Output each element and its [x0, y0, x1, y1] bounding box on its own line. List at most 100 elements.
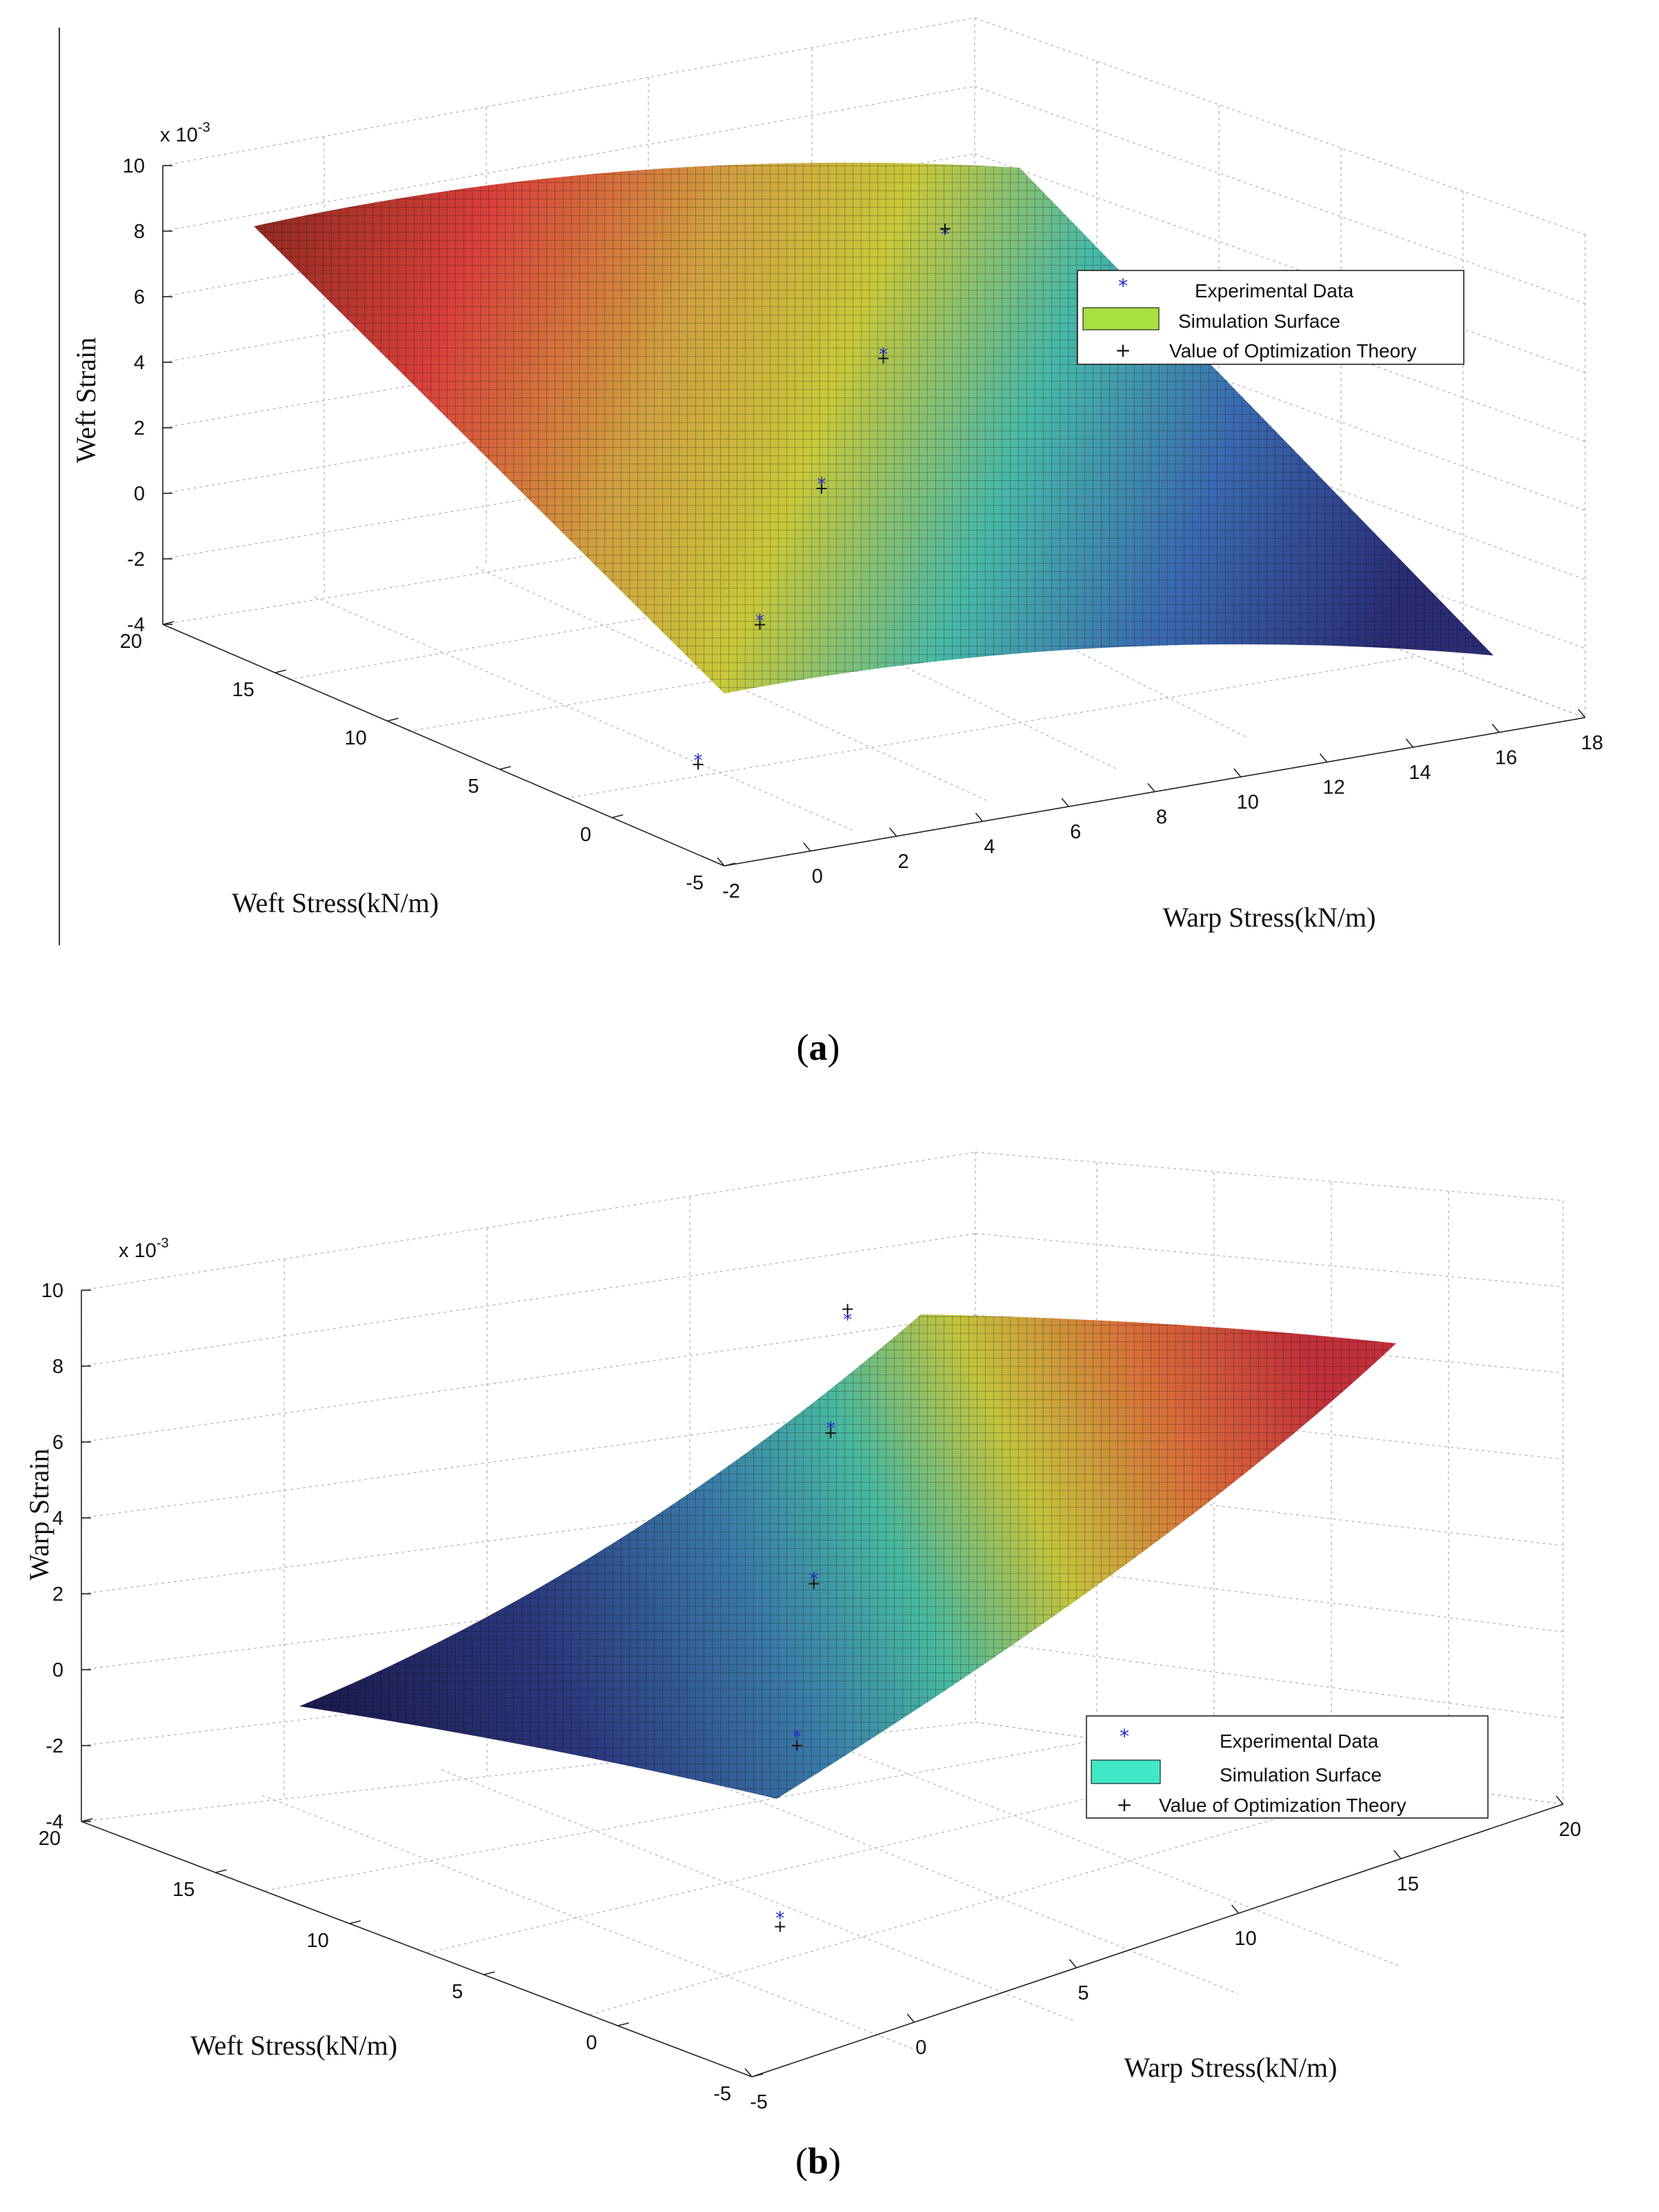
y-tick-mark — [499, 766, 511, 770]
z-scale-label-b: x 10-3 — [119, 1236, 169, 1262]
optimization-point: + — [841, 1299, 855, 1319]
y-axis-b — [81, 1821, 753, 2077]
grid-line — [81, 1314, 976, 1443]
z-tick-label: 4 — [52, 1508, 63, 1530]
x-tick-mark — [1069, 1959, 1077, 1968]
experimental-point: * — [694, 751, 703, 771]
optimization-point: + — [773, 1917, 787, 1936]
y-tick-mark — [387, 718, 399, 722]
y-tick-label: -5 — [686, 872, 704, 894]
experimental-point: * — [775, 1908, 784, 1929]
grid-line — [81, 1152, 976, 1291]
y-tick-label: 10 — [307, 1930, 329, 1952]
optimization-point: + — [807, 1574, 821, 1593]
z-tick-label: -4 — [46, 1811, 63, 1833]
y-tick-mark — [751, 2073, 764, 2077]
x-tick-mark — [1578, 709, 1586, 718]
grid-line — [974, 153, 1586, 373]
y-tick-label: 5 — [468, 776, 479, 798]
data-points-b: *****+++++ — [773, 1299, 855, 1936]
grid-line — [975, 1152, 1564, 1201]
y-axis-a — [162, 624, 725, 867]
y-tick-label: -5 — [713, 2083, 731, 2105]
x-tick-label: 20 — [1559, 1819, 1581, 1841]
grid-line — [162, 86, 975, 232]
grid-line — [162, 17, 975, 166]
grid-line — [565, 656, 1415, 799]
x-tick-label: 10 — [1237, 791, 1259, 813]
grid-lines-b — [81, 1152, 1564, 2077]
experimental-point: * — [755, 611, 764, 631]
caption-a: (a) — [797, 1027, 840, 1068]
legend-marker-experimental: * — [1118, 275, 1128, 297]
y-tick-labels-a: -5 0 5 10 15 20 — [120, 621, 736, 894]
legend-label-surface: Simulation Surface — [1178, 310, 1340, 332]
experimental-point: * — [793, 1728, 802, 1748]
caption-b: (b) — [795, 2140, 841, 2182]
y-tick-labels-b: -5 0 5 10 15 20 — [39, 1818, 764, 2105]
experimental-point: * — [843, 1310, 852, 1330]
grid-line — [975, 1640, 1564, 1719]
y-tick-mark — [612, 814, 624, 818]
optimization-point: + — [877, 348, 891, 368]
z-axis-label-a: Weft Strain — [70, 337, 101, 463]
optimization-point: + — [691, 755, 705, 774]
x-tick-mark — [744, 2068, 753, 2077]
z-tick-label: 8 — [134, 221, 145, 243]
x-tick-label: 4 — [984, 836, 995, 858]
y-tick-label: 0 — [586, 2032, 597, 2054]
z-tick-labels-a: -4 -2 0 2 4 6 8 10 — [123, 155, 172, 636]
optimization-point: + — [753, 615, 766, 634]
y-tick-label: 5 — [452, 1981, 463, 2003]
y-tick-mark — [349, 1920, 361, 1924]
z-tick-labels-b: -4 -2 0 2 4 6 8 10 — [41, 1280, 91, 1833]
legend-label-optimization: Value of Optimization Theory — [1169, 340, 1416, 362]
x-tick-mark — [1233, 768, 1242, 778]
grid-line — [261, 1795, 915, 2050]
legend-label-optimization: Value of Optimization Theory — [1159, 1795, 1406, 1816]
y-tick-label: 10 — [344, 727, 366, 749]
y-tick-mark — [215, 1869, 227, 1873]
z-tick-label: 6 — [52, 1432, 63, 1454]
y-tick-label: 20 — [120, 631, 142, 653]
x-tick-label: 18 — [1581, 732, 1603, 754]
x-tick-mark — [1147, 782, 1155, 793]
legend-marker-optimization: + — [1115, 339, 1131, 362]
grid-line — [589, 1781, 1408, 2015]
z-tick-label: -2 — [46, 1735, 63, 1757]
x-tick-mark — [1231, 1904, 1240, 1914]
z-tick-label: 10 — [123, 155, 145, 177]
x-tick-label: 16 — [1495, 747, 1517, 769]
x-tick-mark — [1393, 1850, 1402, 1859]
y-tick-mark — [617, 2022, 629, 2026]
grid-line — [81, 1721, 976, 1822]
optimization-point: + — [938, 219, 952, 238]
legend-b: * Experimental Data Simulation Surface +… — [1086, 1715, 1489, 1819]
z-tick-label: 0 — [134, 483, 145, 505]
legend-marker-experimental: * — [1120, 1725, 1129, 1748]
x-tick-label: 15 — [1397, 1873, 1419, 1895]
x-tick-mark — [888, 827, 897, 837]
y-tick-mark — [275, 669, 286, 673]
grid-line — [974, 86, 1586, 304]
y-tick-label: 0 — [580, 824, 591, 846]
x-tick-label: 12 — [1322, 777, 1344, 799]
experimental-point: * — [826, 1419, 835, 1439]
legend-marker-optimization: + — [1116, 1793, 1132, 1816]
x-tick-label: 0 — [812, 866, 823, 888]
z-scale-label-a: x 10-3 — [160, 120, 210, 146]
z-tick-label: 8 — [52, 1356, 63, 1378]
legend-a: * Experimental Data Simulation Surface +… — [1077, 270, 1464, 365]
caption-b-letter: b — [808, 2140, 828, 2182]
y-tick-mark — [162, 621, 175, 625]
x-tick-mark — [1556, 1795, 1564, 1805]
grid-line — [441, 1769, 1077, 2022]
grid-line — [314, 596, 856, 832]
z-tick-label: -2 — [127, 549, 145, 571]
y-tick-mark — [81, 1818, 93, 1822]
grid-line — [975, 1233, 1564, 1287]
x-tick-label: 14 — [1409, 762, 1431, 784]
x-axis-b — [751, 1804, 1564, 2077]
x-tick-label: 8 — [1156, 807, 1167, 829]
